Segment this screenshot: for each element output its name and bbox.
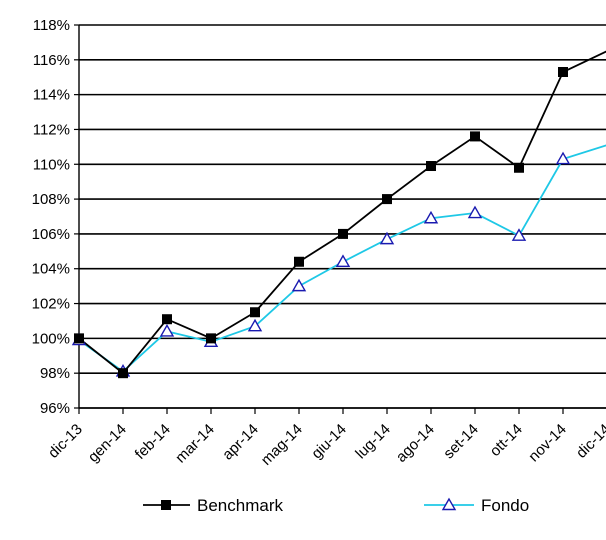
y-tick-label: 108% (32, 191, 70, 208)
benchmark-point (338, 228, 348, 239)
fondo-point (335, 254, 351, 267)
y-tick-label: 100% (32, 330, 70, 347)
x-tick-label: lug-14 (352, 421, 394, 463)
y-tick-label: 112% (33, 121, 70, 138)
legend: Benchmark Fondo (143, 496, 529, 515)
fondo-point (467, 205, 483, 219)
fondo-point (247, 318, 263, 332)
fondo-point (423, 210, 439, 224)
series-lines (78, 50, 606, 375)
x-tick-label: feb-14 (132, 421, 174, 463)
y-tick-label: 110% (33, 156, 70, 173)
fondo-point (555, 151, 571, 165)
y-tick-label: 118% (33, 17, 70, 34)
benchmark-point (558, 67, 568, 78)
y-tick-label: 104% (32, 261, 70, 278)
fondo-point (159, 323, 175, 337)
benchmark-point (206, 333, 216, 344)
benchmark-point (514, 162, 524, 173)
x-tick-label: dic-14 (573, 421, 606, 462)
x-tick-label: mar-14 (172, 421, 218, 467)
x-tick-label: ago-14 (393, 421, 438, 466)
benchmark-point (250, 307, 260, 318)
x-tick-label: apr-14 (219, 421, 262, 464)
y-tick-label: 96% (40, 400, 70, 417)
x-tick-label: giu-14 (308, 421, 350, 463)
x-tick-label: set-14 (440, 421, 482, 463)
benchmark-point (118, 368, 128, 379)
legend-fondo-marker (441, 497, 457, 511)
legend-benchmark-marker (161, 500, 171, 510)
benchmark-point (470, 131, 480, 142)
x-tick-label: ott-14 (487, 421, 526, 460)
x-tick-label: gen-14 (85, 421, 130, 466)
benchmark-point (426, 161, 436, 172)
x-tick-label: nov-14 (525, 421, 569, 465)
x-tick-label: mag-14 (258, 421, 306, 469)
y-tick-label: 116% (33, 52, 70, 69)
benchmark-point (294, 256, 304, 267)
y-tick-label: 106% (32, 226, 70, 243)
x-tick-label: dic-13 (45, 421, 86, 462)
benchmark-point (162, 314, 172, 325)
legend-fondo-label: Fondo (481, 496, 529, 515)
y-tick-label: 102% (32, 296, 70, 313)
benchmark-point (74, 333, 84, 344)
fondo-point (511, 228, 527, 241)
fondo-point (291, 278, 307, 292)
y-tick-label: 98% (40, 365, 70, 382)
series-markers (71, 67, 571, 379)
fondo-point (379, 231, 395, 245)
legend-benchmark-label: Benchmark (197, 496, 283, 515)
y-tick-label: 114% (33, 87, 70, 104)
y-axis: 96% 98% 100% 102% 104% 106% 108% 110% 112% 114% 11… (32, 17, 80, 417)
gridlines (79, 24, 606, 409)
series-line-benchmark (78, 50, 606, 375)
benchmark-point (382, 194, 392, 205)
